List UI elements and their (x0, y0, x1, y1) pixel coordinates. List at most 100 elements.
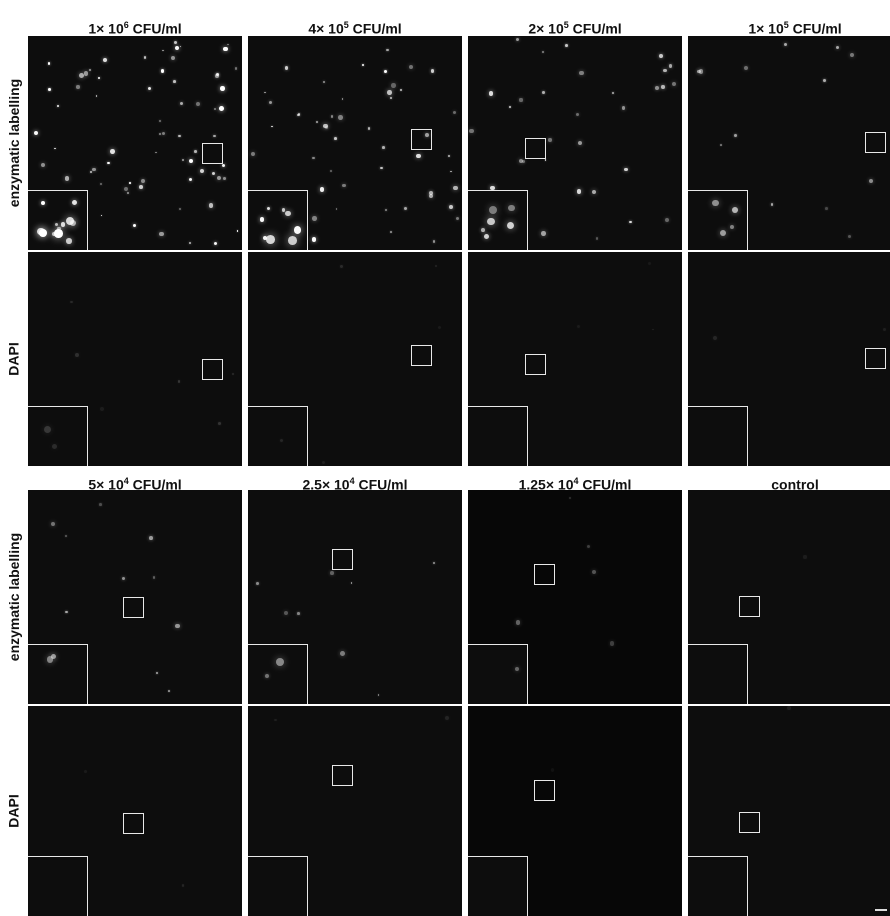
fluorescent-spot (384, 208, 387, 212)
fluorescent-spot (276, 657, 285, 666)
fluorescent-spot (389, 96, 392, 99)
fluorescent-spot (576, 325, 581, 329)
fluorescent-spot (668, 64, 673, 68)
fluorescent-spot (595, 237, 599, 241)
fluorescent-spot (835, 45, 840, 50)
fluorescent-spot (64, 175, 70, 181)
fluorescent-spot (429, 190, 434, 195)
fluorescent-spot (89, 69, 92, 72)
roi-box (525, 354, 546, 375)
fluorescent-spot (288, 235, 297, 245)
fluorescent-spot (823, 79, 826, 83)
fluorescent-spot (455, 216, 459, 220)
fluorescent-spot (311, 237, 317, 242)
fluorescent-spot (227, 43, 229, 46)
zoom-inset (28, 406, 88, 466)
row-label-dapi-bottom: DAPI (6, 794, 23, 828)
fluorescent-spot (78, 73, 84, 79)
fluorescent-spot (40, 200, 46, 206)
fluorescent-spot (236, 230, 239, 232)
fluorescent-spot (337, 114, 343, 120)
fluorescent-spot (255, 582, 259, 585)
fluorescent-spot (720, 229, 727, 236)
fluorescent-spot (262, 235, 267, 240)
fluorescent-spot (126, 191, 130, 195)
fluorescent-spot (521, 159, 526, 164)
fluorescent-spot (95, 94, 98, 97)
fluorescent-spot (132, 224, 136, 228)
fluorescent-spot (883, 327, 887, 331)
fluorescent-spot (432, 240, 436, 244)
fluorescent-spot (220, 86, 226, 91)
fluorescent-spot (215, 72, 219, 76)
fluorescent-spot (312, 156, 315, 159)
fluorescent-spot (322, 80, 326, 84)
image-panel-dapi-1e6 (28, 252, 242, 466)
fluorescent-spot (129, 182, 132, 184)
column-title-1e5: 1× 105 CFU/ml (748, 20, 842, 37)
fluorescent-spot (39, 228, 47, 237)
fluorescent-spot (390, 230, 392, 233)
fluorescent-spot (123, 187, 129, 192)
fluorescent-spot (770, 203, 774, 206)
fluorescent-spot (321, 460, 326, 465)
fluorescent-spot (99, 182, 102, 185)
fluorescent-spot (488, 206, 497, 215)
fluorescent-spot (139, 184, 143, 189)
fluorescent-spot (825, 207, 828, 210)
fluorescent-spot (250, 152, 255, 157)
column-title-1e6: 1× 106 CFU/ml (88, 20, 182, 37)
fluorescent-spot (74, 352, 80, 357)
column-title-1-25e4: 1.25× 104 CFU/ml (518, 476, 632, 493)
fluorescent-spot (71, 200, 77, 206)
fluorescent-spot (65, 610, 68, 614)
fluorescent-spot (403, 207, 407, 211)
fluorescent-spot (57, 226, 61, 231)
fluorescent-spot (181, 158, 185, 162)
fluorescent-spot (110, 148, 115, 154)
fluorescent-spot (803, 555, 807, 559)
roi-box (202, 359, 223, 380)
fluorescent-spot (340, 651, 345, 657)
fluorescent-spot (425, 132, 429, 137)
fluorescent-spot (90, 170, 93, 173)
fluorescent-spot (214, 241, 218, 246)
row-label-dapi-top: DAPI (6, 342, 23, 376)
fluorescent-spot (54, 222, 58, 226)
fluorescent-spot (391, 83, 396, 88)
fluorescent-spot (384, 70, 387, 74)
image-panel-dapi-1-25e4 (468, 706, 682, 916)
fluorescent-spot (568, 496, 572, 500)
fluorescent-spot (387, 90, 392, 95)
fluorescent-spot (720, 144, 723, 146)
fluorescent-spot (444, 715, 450, 721)
fluorescent-spot (178, 134, 181, 138)
fluorescent-spot (698, 69, 704, 74)
fluorescent-spot (743, 66, 748, 71)
fluorescent-spot (330, 571, 334, 575)
fluorescent-spot (54, 229, 63, 238)
fluorescent-spot (181, 884, 185, 887)
fluorescent-spot (408, 64, 414, 70)
image-panel-dapi-5e4 (28, 706, 242, 916)
roi-box (411, 345, 432, 366)
fluorescent-spot (188, 177, 192, 181)
fluorescent-spot (432, 561, 435, 564)
fluorescent-spot (330, 115, 334, 118)
fluorescent-spot (297, 612, 300, 615)
image-panel-enzymatic-control (688, 490, 890, 704)
fluorescent-spot (490, 185, 495, 191)
fluorescent-spot (47, 87, 51, 91)
image-panel-enzymatic-1-25e4 (468, 490, 682, 704)
fluorescent-spot (712, 199, 719, 207)
fluorescent-spot (173, 80, 176, 83)
roi-box (332, 549, 353, 570)
fluorescent-spot (56, 104, 60, 108)
image-panel-enzymatic-2e5 (468, 36, 682, 250)
fluorescent-spot (83, 770, 87, 774)
fluorescent-spot (518, 158, 524, 164)
fluorescent-spot (591, 189, 597, 195)
fluorescent-spot (259, 217, 265, 222)
fluorescent-spot (508, 204, 515, 212)
fluorescent-spot (179, 45, 182, 48)
